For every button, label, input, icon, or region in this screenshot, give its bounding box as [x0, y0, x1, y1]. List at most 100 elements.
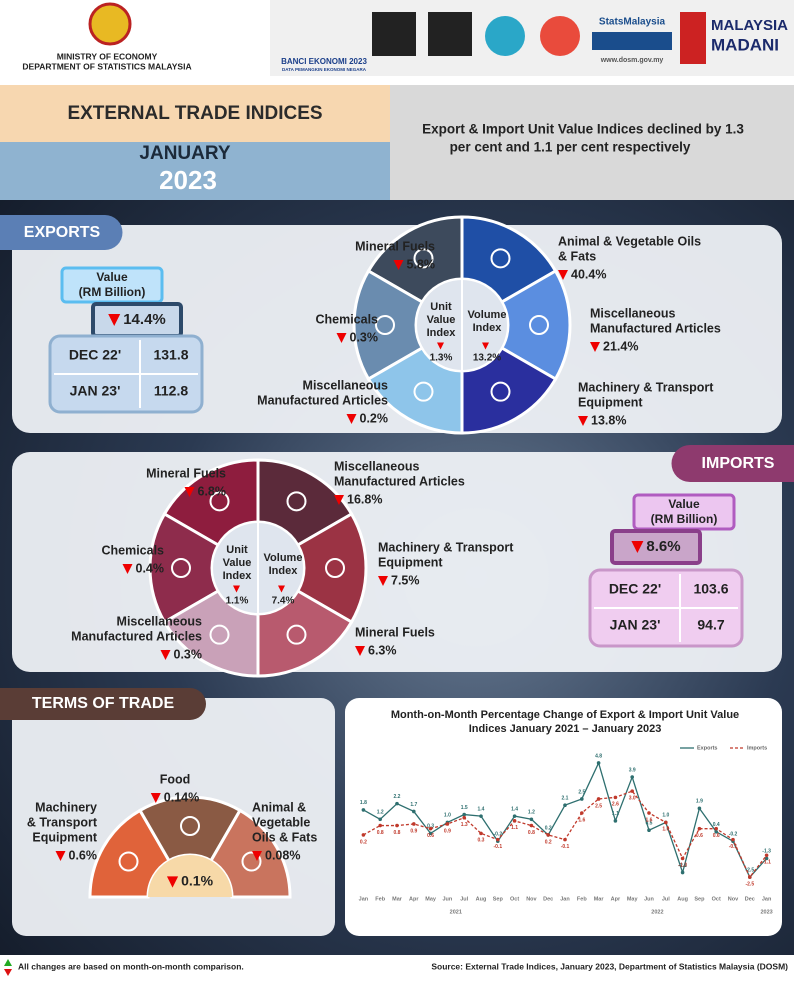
x-tick-label: Aug [476, 896, 487, 902]
x-tick-label: Dec [745, 896, 755, 902]
data-label: 1.2 [377, 810, 384, 816]
point [395, 823, 399, 828]
x-tick-label: Jul [460, 896, 468, 902]
donut-segment [148, 511, 221, 625]
data-label: 1.7 [410, 802, 417, 808]
row-value: 131.8 [153, 347, 188, 363]
section-name: Manufactured Articles [590, 321, 721, 335]
down-arrow [160, 650, 171, 660]
point [580, 797, 584, 801]
section-name: Machinery [35, 800, 97, 814]
segment-icon [209, 624, 230, 645]
index-label: Volume [468, 309, 507, 321]
data-label: 0.9 [444, 828, 451, 834]
down-arrow [184, 487, 195, 497]
row-value: 112.8 [154, 383, 188, 399]
point [361, 833, 366, 837]
change-value: 13.8% [591, 413, 626, 427]
data-label: 2.5 [578, 789, 585, 795]
change-value: 16.8% [347, 492, 382, 506]
down-arrow [334, 495, 344, 505]
segment-icon [375, 315, 395, 335]
index-change: 7.4% [272, 596, 295, 607]
index-label: Unit [226, 544, 248, 556]
down-arrow [336, 333, 347, 343]
value-label: (RM Billion) [651, 512, 718, 526]
point [613, 795, 618, 800]
segment-icon [413, 248, 434, 269]
down-arrow [55, 851, 66, 861]
down-arrow [4, 969, 12, 976]
down-arrow [437, 342, 444, 350]
section-name: & Fats [558, 249, 596, 263]
down-arrow [278, 585, 285, 593]
up-arrow [4, 959, 12, 966]
data-label: -0.2 [493, 832, 502, 838]
year: 2023 [159, 165, 217, 195]
data-label: 1.4 [478, 806, 485, 812]
data-label: 0.2 [360, 839, 367, 845]
data-label: -0.1 [561, 844, 570, 850]
tot-pill [0, 688, 206, 720]
segment-icon [286, 491, 307, 512]
chart-panel [345, 698, 782, 936]
x-tick-label: Sep [493, 896, 504, 902]
point [580, 811, 584, 815]
data-label: 0.8 [528, 830, 535, 836]
point [647, 828, 651, 833]
donut-segment [352, 268, 425, 382]
section-label: TERMS OF TRADE [32, 695, 175, 712]
change-value: 5.8% [407, 257, 436, 271]
section-name: Mineral Fuels [355, 625, 435, 639]
data-label: 2.1 [562, 796, 569, 802]
section-name: Manufactured Articles [334, 474, 465, 488]
row-value: 94.7 [697, 617, 724, 633]
census-sub: DATA PEMANGKIN EKONOMI NEGARA [282, 67, 367, 72]
point [479, 831, 483, 836]
imports-pill [671, 445, 794, 482]
point [697, 826, 702, 831]
segment-icon [209, 491, 230, 512]
section-name: Mineral Fuels [146, 466, 226, 480]
index-label: Index [473, 322, 503, 334]
value-change-box [610, 529, 702, 565]
data-label: 0.8 [394, 830, 401, 836]
data-label: 2.5 [595, 803, 602, 809]
date-band [0, 142, 390, 200]
section-name: Machinery & Transport [378, 540, 514, 554]
qr-code [372, 12, 416, 56]
row-label: DEC 22' [609, 581, 661, 597]
data-label: 1.0 [662, 827, 669, 833]
index-change: 1.3% [430, 353, 453, 364]
point [714, 826, 718, 831]
point [378, 823, 383, 828]
segment-icon [325, 558, 345, 578]
x-tick-label: Jan [762, 896, 772, 902]
x-tick-label: Mar [392, 896, 403, 902]
down-arrow [378, 576, 388, 586]
point [378, 817, 383, 822]
data-label: -2.5 [745, 868, 754, 874]
tot-center [148, 855, 232, 897]
crest [88, 2, 132, 46]
down-arrow [346, 414, 357, 424]
section-name: Oils & Fats [252, 830, 317, 844]
point [697, 806, 702, 811]
month: JANUARY [139, 143, 230, 164]
point [613, 819, 618, 823]
section-name: Animal & [252, 800, 306, 814]
change-value: 6.3% [368, 643, 397, 657]
sdg-logo [540, 16, 580, 56]
section-name: Miscellaneous [590, 306, 675, 320]
index-label: Unit [430, 301, 452, 313]
section-name: Mineral Fuels [355, 239, 435, 253]
x-tick-label: Jul [662, 896, 670, 902]
point [630, 789, 634, 793]
down-arrow [558, 270, 568, 280]
section-name: Vegetable [252, 815, 310, 829]
data-label: 0.9 [410, 828, 417, 834]
segment-icon [286, 624, 307, 645]
point [731, 837, 735, 842]
data-label: 2.2 [394, 794, 401, 800]
down-arrow [166, 876, 179, 888]
